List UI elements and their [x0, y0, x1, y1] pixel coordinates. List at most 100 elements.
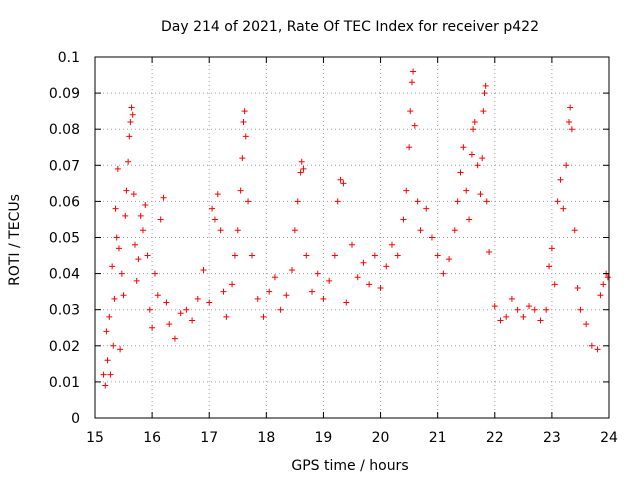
data-point	[491, 303, 498, 310]
data-point	[354, 274, 361, 281]
x-tick-label: 15	[86, 430, 104, 446]
data-point	[428, 234, 435, 241]
data-point	[171, 335, 178, 342]
data-point	[194, 295, 201, 302]
data-point	[470, 126, 477, 133]
data-point	[563, 162, 570, 169]
y-tick-label: 0.08	[49, 122, 80, 138]
data-point	[446, 256, 453, 263]
data-point	[440, 270, 447, 277]
data-point	[571, 227, 578, 234]
data-point	[588, 342, 595, 349]
data-point	[548, 245, 555, 252]
data-point	[434, 252, 441, 259]
data-point	[531, 306, 538, 313]
x-tick-label: 16	[143, 430, 161, 446]
y-tick-label: 0.07	[49, 158, 80, 174]
data-point	[577, 306, 584, 313]
data-point	[283, 292, 290, 299]
data-point	[451, 227, 458, 234]
data-point	[423, 205, 430, 212]
data-point	[102, 382, 109, 389]
data-point	[109, 263, 116, 270]
y-tick-label: 0.03	[49, 303, 80, 319]
x-tick-label: 23	[543, 430, 561, 446]
data-point	[126, 133, 133, 140]
data-point	[111, 295, 118, 302]
data-point	[554, 198, 561, 205]
data-point	[360, 259, 367, 266]
data-point	[211, 216, 218, 223]
data-point	[223, 313, 230, 320]
data-point	[249, 252, 256, 259]
data-point	[457, 169, 464, 176]
data-point	[574, 285, 581, 292]
data-point	[217, 227, 224, 234]
data-point	[127, 118, 134, 125]
y-tick-label: 0.09	[49, 86, 80, 102]
data-point	[400, 216, 407, 223]
data-point	[122, 212, 129, 219]
data-point	[214, 191, 221, 198]
data-point	[189, 317, 196, 324]
data-point	[594, 346, 601, 353]
data-point	[557, 176, 564, 183]
data-point	[407, 108, 414, 115]
y-tick-label: 0.06	[49, 194, 80, 210]
data-point	[474, 162, 481, 169]
data-point	[146, 306, 153, 313]
data-point	[131, 241, 138, 248]
data-point	[125, 158, 132, 165]
data-point	[468, 151, 475, 158]
data-point	[300, 165, 307, 172]
data-point	[309, 288, 316, 295]
data-point	[231, 252, 238, 259]
data-point	[294, 198, 301, 205]
data-point	[200, 266, 207, 273]
data-point	[123, 187, 130, 194]
y-tick-label: 0.02	[49, 339, 80, 355]
data-point	[277, 306, 284, 313]
y-axis-label: ROTI / TECUs	[7, 194, 23, 286]
y-tick-label: 0.01	[49, 375, 80, 391]
data-point	[151, 270, 158, 277]
data-point	[314, 270, 321, 277]
data-point	[520, 313, 527, 320]
data-point	[144, 252, 151, 259]
data-point	[240, 118, 247, 125]
data-point	[326, 277, 333, 284]
data-point	[303, 252, 310, 259]
data-point	[254, 295, 261, 302]
data-point	[220, 288, 227, 295]
x-tick-label: 24	[600, 430, 618, 446]
data-point	[298, 158, 305, 165]
x-tick-label: 18	[257, 430, 275, 446]
y-tick-label: 0.05	[49, 231, 80, 247]
data-point	[271, 274, 278, 281]
data-point	[371, 252, 378, 259]
data-point	[466, 216, 473, 223]
data-point	[291, 227, 298, 234]
data-point	[583, 321, 590, 328]
y-tick-label: 0	[71, 411, 80, 427]
data-point	[234, 227, 241, 234]
data-point	[567, 104, 574, 111]
data-point	[403, 187, 410, 194]
data-point	[157, 216, 164, 223]
x-tick-label: 17	[200, 430, 218, 446]
data-point	[543, 306, 550, 313]
data-point	[483, 198, 490, 205]
data-point	[343, 299, 350, 306]
data-point	[241, 108, 248, 115]
chart-title: Day 214 of 2021, Rate Of TEC Index for r…	[161, 19, 539, 35]
data-point	[349, 241, 355, 248]
data-point	[503, 313, 510, 320]
data-point	[334, 198, 341, 205]
data-point	[103, 328, 110, 335]
data-point	[411, 122, 418, 129]
data-point	[117, 346, 124, 353]
data-point	[239, 155, 246, 162]
data-point	[454, 198, 461, 205]
data-point	[135, 256, 142, 263]
x-tick-labels: 15 16 17 18 19 20 21 22 23 24	[86, 430, 618, 446]
